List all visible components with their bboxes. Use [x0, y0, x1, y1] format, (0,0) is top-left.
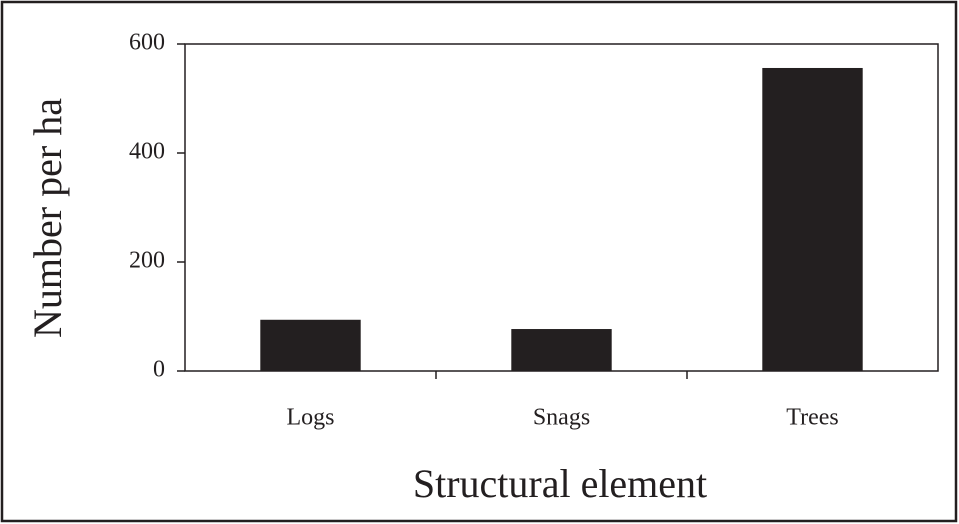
x-tick-label: Snags [533, 405, 590, 431]
x-axis-label: Structural element [413, 461, 707, 506]
y-tick-label: 0 [153, 357, 165, 383]
y-axis-label: Number per ha [25, 98, 70, 338]
bar [762, 67, 863, 371]
y-tick-label: 400 [129, 139, 165, 165]
y-tick-label: 200 [129, 248, 165, 274]
x-tick-label: Logs [287, 405, 335, 431]
bar [511, 329, 612, 371]
bar [260, 319, 361, 371]
x-tick-label: Trees [786, 405, 838, 431]
y-tick-label: 600 [129, 30, 165, 56]
